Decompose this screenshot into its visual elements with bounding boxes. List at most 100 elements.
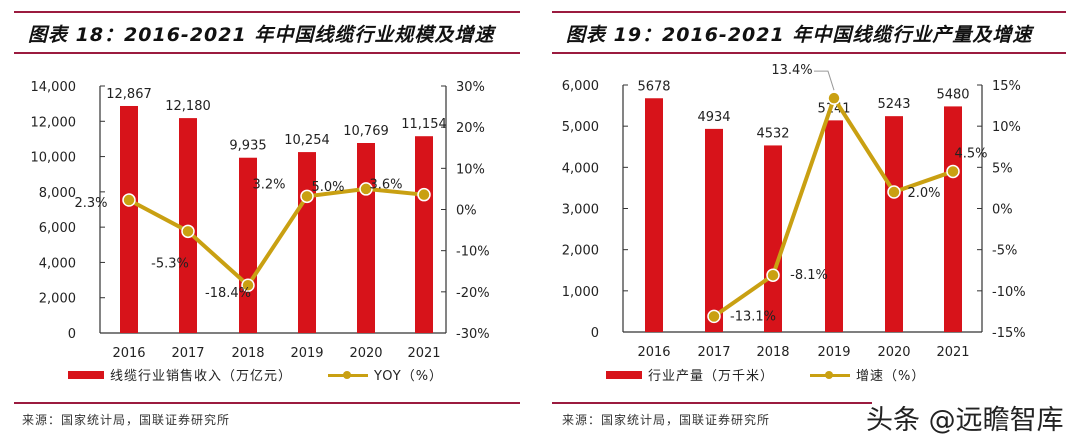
- watermark: 头条 @远瞻智库: [866, 405, 1064, 436]
- left-tick-label: 6,000: [562, 79, 599, 94]
- legend-bar-swatch: [68, 370, 104, 379]
- right-tick-label: 20%: [456, 121, 485, 136]
- legend-line-label: 增速（%）: [856, 369, 926, 384]
- left-tick-label: 2,000: [562, 244, 599, 259]
- line-point: [359, 182, 373, 196]
- right-tick-label: 30%: [456, 80, 485, 95]
- x-tick-label: 2018: [756, 345, 789, 360]
- right-tick-label: 15%: [992, 79, 1021, 94]
- line-point: [241, 278, 255, 292]
- chart-title-1: 图表 18：2016-2021 年中国线缆行业规模及增速: [28, 24, 495, 46]
- title-rule-top-2: [552, 11, 1066, 13]
- bar-data-label: 11,154: [401, 117, 447, 132]
- line-data-label: 13.4%: [771, 63, 812, 78]
- x-tick-label: 2020: [877, 345, 910, 360]
- bar-data-label: 5678: [637, 79, 670, 94]
- x-tick-label: 2019: [290, 346, 323, 361]
- x-tick-label: 2016: [637, 345, 670, 360]
- line-point: [766, 268, 780, 282]
- bar: [120, 105, 138, 334]
- bar-data-label: 5480: [936, 87, 969, 102]
- bar: [825, 120, 843, 332]
- legend-bar-label: 线缆行业销售收入（万亿元）: [110, 369, 293, 384]
- x-tick-label: 2021: [936, 345, 969, 360]
- line-data-label: -13.1%: [730, 309, 776, 324]
- legend-2: 行业产量（万千米） 增速（%）: [606, 365, 925, 384]
- right-tick-label: -20%: [456, 286, 490, 301]
- bar: [357, 143, 375, 333]
- line-point: [707, 309, 721, 324]
- x-tick-label: 2020: [349, 346, 382, 361]
- growth-line: [128, 186, 425, 288]
- x-tick-label: 2017: [171, 346, 204, 361]
- line-point: [827, 91, 841, 105]
- footer-rule-2: [552, 402, 872, 404]
- line-data-label: -5.3%: [151, 256, 189, 271]
- bar: [764, 145, 782, 332]
- left-tick-label: 8,000: [39, 186, 76, 201]
- right-tick-label: -5%: [992, 244, 1017, 259]
- line-point: [181, 224, 195, 239]
- left-tick-label: 0: [591, 326, 599, 341]
- line-data-label: 2.0%: [907, 186, 940, 201]
- bar-data-label: 12,180: [165, 99, 211, 114]
- right-tick-label: -10%: [456, 245, 490, 260]
- line-point: [887, 185, 901, 199]
- legend-line-label: YOY（%）: [374, 369, 444, 384]
- bar-data-label: 5243: [877, 97, 910, 112]
- right-tick-label: 10%: [456, 162, 485, 177]
- left-tick-label: 5,000: [562, 120, 599, 135]
- chart-title-2: 图表 19：2016-2021 年中国线缆行业产量及增速: [566, 24, 1033, 46]
- source-note-1: 来源：国家统计局，国联证券研究所: [22, 413, 231, 427]
- left-tick-label: 0: [68, 327, 76, 342]
- right-tick-label: -30%: [456, 327, 490, 342]
- right-tick-label: 10%: [992, 120, 1021, 135]
- title-rule-bottom-2: [552, 52, 1066, 54]
- legend-bar-label: 行业产量（万千米）: [648, 369, 775, 384]
- left-tick-label: 14,000: [31, 80, 77, 95]
- bar-data-label: 4934: [697, 110, 730, 125]
- right-tick-label: -10%: [992, 285, 1026, 300]
- right-tick-label: 5%: [992, 161, 1013, 176]
- line-point: [946, 164, 960, 179]
- left-tick-label: 10,000: [31, 151, 77, 166]
- right-tick-label: 0%: [992, 203, 1013, 218]
- footer-rule-1: [14, 402, 520, 404]
- left-tick-label: 12,000: [31, 115, 77, 130]
- legend-1: 线缆行业销售收入（万亿元） YOY（%）: [68, 365, 443, 384]
- line-data-label: -18.4%: [205, 286, 251, 301]
- bar-data-label: 4532: [756, 126, 789, 141]
- left-tick-label: 6,000: [39, 221, 76, 236]
- bar-data-label: 10,769: [343, 124, 389, 139]
- left-tick-label: 4,000: [562, 161, 599, 176]
- x-tick-label: 2021: [407, 346, 440, 361]
- left-tick-label: 1,000: [562, 285, 599, 300]
- right-tick-label: 0%: [456, 204, 477, 219]
- title-rule-bottom-1: [14, 52, 520, 54]
- legend-line-swatch: [328, 369, 369, 381]
- line-data-label: 2.3%: [74, 196, 107, 211]
- title-rule-top-1: [14, 11, 520, 13]
- bar: [645, 98, 663, 332]
- line-data-label: 3.6%: [369, 178, 402, 193]
- right-tick-label: -15%: [992, 326, 1026, 341]
- leader-line: [814, 70, 835, 91]
- bar-data-label: 10,254: [284, 133, 330, 148]
- bar: [944, 106, 962, 332]
- left-tick-label: 4,000: [39, 256, 76, 271]
- line-point: [122, 193, 136, 207]
- source-note-2: 来源：国家统计局，国联证券研究所: [562, 413, 771, 427]
- left-tick-label: 3,000: [562, 203, 599, 218]
- line-point: [417, 187, 431, 202]
- bar-data-label: 9,935: [229, 139, 266, 154]
- line-point: [300, 189, 314, 204]
- line-data-label: -8.1%: [790, 268, 828, 283]
- legend-line-swatch: [810, 369, 851, 381]
- x-tick-label: 2017: [697, 345, 730, 360]
- bar: [705, 128, 723, 332]
- line-data-label: 4.5%: [954, 146, 987, 161]
- x-tick-label: 2018: [231, 346, 264, 361]
- line-data-label: 5.0%: [311, 180, 344, 195]
- legend-bar-swatch: [606, 370, 642, 379]
